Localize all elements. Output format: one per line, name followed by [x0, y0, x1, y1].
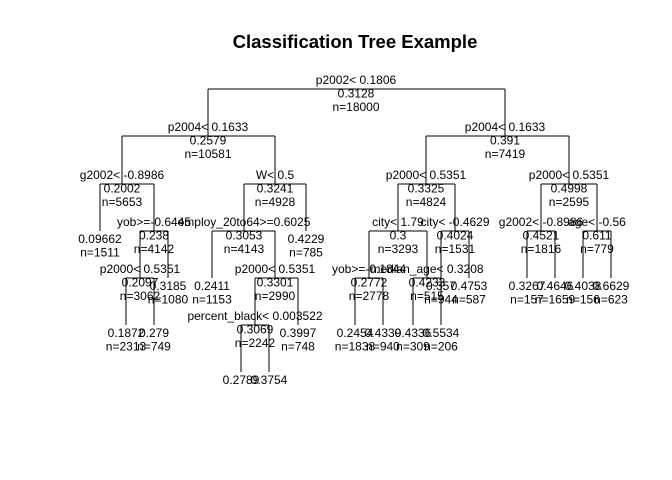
node-split-label: median_age< 0.3208 — [370, 262, 483, 276]
node-count-label: n=944 — [424, 293, 458, 307]
node-count-label: n=2242 — [235, 336, 276, 350]
node-count-label: n=2990 — [255, 289, 296, 303]
node-count-label: n=157 — [510, 293, 544, 307]
node-split-label: p2004< 0.1633 — [465, 120, 546, 134]
node-split-label: g2002< -0.8986 — [80, 168, 165, 182]
node-count-label: n=4142 — [134, 242, 175, 256]
node-value-label: 0.3301 — [257, 276, 294, 290]
node-value-label: 0.3241 — [257, 182, 294, 196]
node-value-label: 0.4229 — [288, 232, 325, 246]
node-count-label: n=1838 — [335, 340, 376, 354]
node-value-label: 0.391 — [490, 134, 520, 148]
node-value-label: 0.3069 — [237, 323, 274, 337]
node-count-label: n=779 — [580, 242, 614, 256]
node-count-label: n=1816 — [521, 242, 562, 256]
node-value-label: 0.611 — [582, 229, 611, 243]
node-value-label: 0.2454 — [337, 326, 374, 340]
node-value-label: 0.2789 — [223, 373, 260, 387]
node-count-label: n=2595 — [549, 195, 590, 209]
node-count-label: n=940 — [366, 340, 400, 354]
node-value-label: 0.09662 — [78, 232, 122, 246]
node-count-label: n=5653 — [102, 195, 143, 209]
node-count-label: n=515 — [410, 289, 444, 303]
node-count-label: n=3293 — [378, 242, 419, 256]
node-split-label: W< 0.5 — [256, 168, 295, 182]
node-count-label: n=309 — [396, 340, 430, 354]
node-value-label: 0.3267 — [509, 279, 546, 293]
node-value-label: 0.2411 — [194, 279, 230, 293]
node-count-label: n=1511 — [80, 246, 120, 260]
node-split-label: p2002< 0.1806 — [316, 73, 397, 87]
node-value-label: 0.5534 — [423, 326, 460, 340]
node-value-label: 0.3325 — [408, 182, 445, 196]
node-value-label: 0.4998 — [551, 182, 588, 196]
node-split-label: age< -0.56 — [568, 215, 626, 229]
node-value-label: 0.4024 — [437, 229, 474, 243]
node-value-label: 0.4521 — [523, 229, 560, 243]
node-count-label: n=1659 — [535, 293, 576, 307]
node-value-label: 0.3754 — [251, 373, 288, 387]
node-split-label: p2004< 0.1633 — [168, 120, 249, 134]
node-split-label: yob>=-0.6445 — [117, 215, 191, 229]
node-value-label: 0.3 — [390, 229, 407, 243]
node-count-label: n=749 — [137, 340, 171, 354]
node-split-label: city< -0.4629 — [420, 215, 489, 229]
node-count-label: n=1080 — [148, 293, 189, 307]
node-value-label: 0.279 — [139, 326, 169, 340]
node-value-label: 0.4336 — [395, 326, 432, 340]
node-value-label: 0.3997 — [280, 326, 317, 340]
node-split-label: p2000< 0.5351 — [529, 168, 610, 182]
node-split-label: yob>=-0.1844 — [332, 262, 406, 276]
node-value-label: 0.2097 — [122, 276, 159, 290]
node-count-label: n=10581 — [184, 147, 231, 161]
node-value-label: 0.3128 — [338, 87, 375, 101]
node-value-label: 0.2579 — [190, 134, 227, 148]
node-count-label: n=587 — [452, 293, 486, 307]
node-count-label: n=785 — [289, 246, 323, 260]
node-value-label: 0.6629 — [593, 279, 630, 293]
node-count-label: n=4824 — [406, 195, 447, 209]
chart-title: Classification Tree Example — [233, 31, 478, 52]
node-count-label: n=206 — [424, 340, 458, 354]
node-count-label: n=4928 — [255, 195, 296, 209]
node-split-label: city< 1.79 — [372, 215, 424, 229]
node-count-label: n=156 — [566, 293, 600, 307]
node-value-label: 0.4753 — [451, 279, 488, 293]
node-split-label: p2000< 0.5351 — [235, 262, 316, 276]
node-split-label: p2000< 0.5351 — [386, 168, 467, 182]
node-count-label: n=18000 — [332, 100, 379, 114]
node-value-label: 0.4646 — [537, 279, 574, 293]
node-count-label: n=4143 — [224, 242, 265, 256]
node-value-label: 0.357 — [426, 279, 456, 293]
node-count-label: n=3062 — [120, 289, 161, 303]
node-split-label: employ_20to64>=0.6025 — [178, 215, 311, 229]
node-split-label: percent_black< 0.003522 — [187, 309, 322, 323]
node-count-label: n=2313 — [106, 340, 147, 354]
node-value-label: 0.4339 — [365, 326, 402, 340]
node-value-label: 0.4233 — [409, 276, 446, 290]
node-split-label: g2002< -0.8986 — [499, 215, 584, 229]
node-count-label: n=748 — [281, 340, 315, 354]
node-count-label: n=1153 — [192, 293, 232, 307]
node-count-label: n=7419 — [485, 147, 526, 161]
node-value-label: 0.1872 — [108, 326, 145, 340]
node-value-label: 0.2002 — [104, 182, 141, 196]
node-value-label: 0.2772 — [351, 276, 388, 290]
node-value-label: 0.3053 — [226, 229, 263, 243]
node-count-label: n=1531 — [435, 242, 476, 256]
node-count-label: n=623 — [594, 293, 628, 307]
node-value-label: 0.238 — [139, 229, 169, 243]
tree-edges — [99, 88, 612, 372]
node-count-label: n=2778 — [349, 289, 390, 303]
node-value-label: 0.4038 — [565, 279, 602, 293]
node-value-label: 0.3185 — [150, 279, 187, 293]
node-split-label: p2000< 0.5351 — [100, 262, 181, 276]
